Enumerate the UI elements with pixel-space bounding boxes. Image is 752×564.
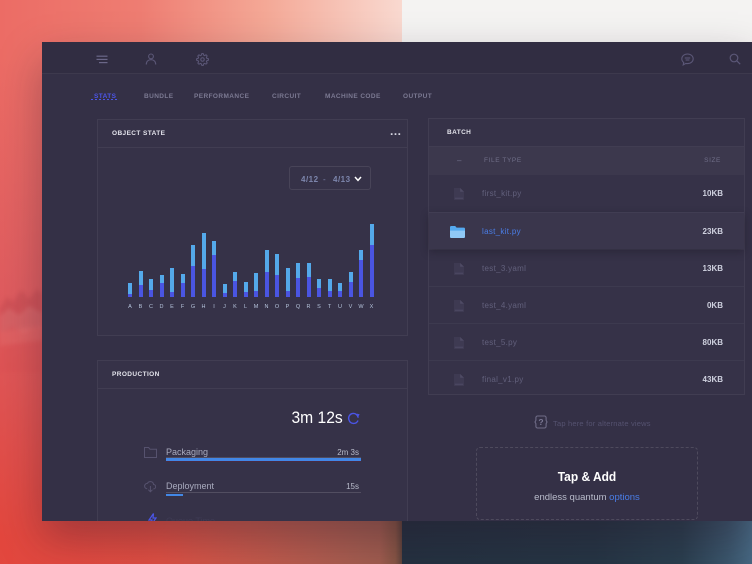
svg-text:?: ? <box>538 417 543 427</box>
